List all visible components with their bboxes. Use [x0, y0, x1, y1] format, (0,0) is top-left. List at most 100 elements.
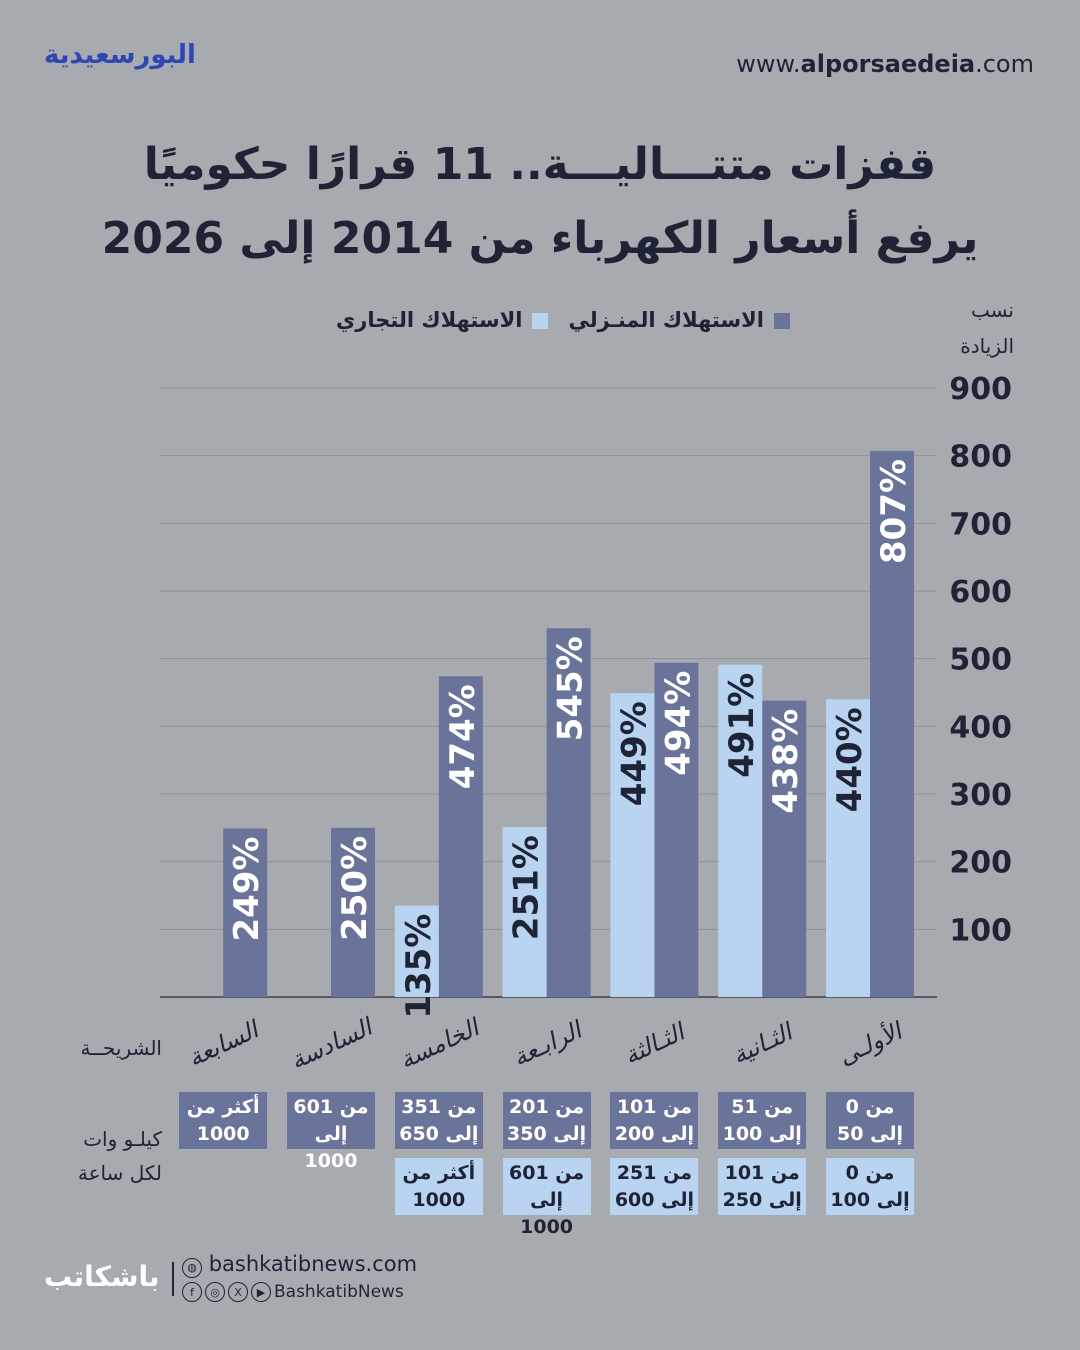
range-text: من 101	[724, 1162, 800, 1184]
range-text: من 101	[616, 1096, 692, 1118]
bar-commercial	[394, 905, 439, 997]
range-text: إلى 1000	[304, 1123, 358, 1172]
range-text: من 0	[845, 1162, 895, 1184]
kwh-label-line1: كيلـو وات	[83, 1127, 162, 1151]
range-text: من 601	[509, 1162, 585, 1184]
y-tick-label: 500	[949, 643, 1012, 678]
y-tick-label: 200	[949, 846, 1012, 881]
y-tick-label: 100	[949, 913, 1012, 948]
range-text: إلى 100	[830, 1189, 910, 1211]
brand-logo: البورسعيدية	[44, 40, 196, 70]
youtube-icon[interactable]: ▶	[251, 1282, 271, 1302]
bar-commercial	[718, 664, 763, 997]
y-axis-label: نسب الزيادة	[960, 298, 1014, 358]
bar-commercial	[610, 693, 655, 997]
range-text: إلى 600	[614, 1189, 694, 1211]
y-tick-label: 800	[949, 440, 1012, 475]
legend-label: الاستهلاك التجاري	[336, 308, 523, 332]
range-text: 1000	[412, 1189, 466, 1211]
site-suffix: .com	[975, 50, 1034, 78]
kwh-row-label: كيلـو وات لكل ساعة	[78, 1122, 162, 1190]
range-text: إلى 100	[722, 1123, 802, 1145]
range-text: من 251	[616, 1162, 692, 1184]
commercial-range-box: من 101 إلى 250	[718, 1158, 807, 1215]
title-line-1: قفزات متتـــاليـــة.. 11 قرارًا حكوميًا	[143, 139, 937, 190]
commercial-range-box: من 0 إلى 100	[826, 1158, 914, 1215]
legend-swatch-household	[774, 313, 790, 329]
y-tick-label: 900	[949, 372, 1012, 407]
bar-household	[223, 828, 268, 997]
y-tick-label: 600	[949, 575, 1012, 610]
bar-household	[870, 450, 914, 997]
footer-handle: BashkatibNews	[274, 1282, 404, 1302]
range-text: إلى 50	[837, 1123, 903, 1145]
data-label: 440%	[830, 707, 870, 812]
range-text: من 51	[731, 1096, 794, 1118]
range-text: أكثر من	[186, 1096, 260, 1118]
range-text: إلى 250	[722, 1189, 802, 1211]
bar-commercial	[826, 699, 870, 997]
bar-household	[331, 827, 375, 997]
site-prefix: www.	[736, 50, 801, 78]
footer-divider	[172, 1262, 174, 1296]
bar-household	[546, 628, 591, 997]
bar-household	[654, 662, 699, 997]
footer-website-text: bashkatibnews.com	[208, 1252, 418, 1276]
x-icon[interactable]: X	[228, 1282, 248, 1302]
household-range-box: أكثر من 1000	[179, 1092, 268, 1149]
footer-logo: باشكاتب	[44, 1260, 160, 1293]
site-name: alporsaedeia	[800, 50, 976, 78]
y-tick-label: 300	[949, 778, 1012, 813]
range-text: إلى 200	[614, 1123, 694, 1145]
data-label: 449%	[614, 701, 654, 806]
kwh-label-line2: لكل ساعة	[77, 1161, 162, 1185]
title-line-2: يرفع أسعار الكهرباء من 2014 إلى 2026	[101, 213, 979, 264]
range-text: من 201	[509, 1096, 585, 1118]
data-label: 807%	[874, 459, 914, 564]
commercial-range-box: أكثر من 1000	[394, 1158, 483, 1215]
bar-household	[438, 676, 483, 997]
data-label: 251%	[507, 835, 547, 940]
legend-commercial: الاستهلاك التجاري	[336, 308, 549, 332]
legend-swatch-commercial	[532, 313, 549, 329]
y-tick-label: 700	[949, 507, 1012, 542]
household-range-box: من 201 إلى 350	[502, 1092, 591, 1149]
data-label: 250%	[335, 836, 375, 941]
legend-label: الاستهلاك المنـزلي	[568, 308, 764, 332]
page-title: قفزات متتـــاليـــة.. 11 قرارًا حكوميًا …	[60, 128, 1020, 276]
data-label: 491%	[722, 673, 762, 778]
household-range-box: من 351 إلى 650	[394, 1092, 483, 1149]
range-text: إلى 1000	[520, 1189, 574, 1238]
range-text: 1000	[196, 1123, 250, 1145]
data-label: 135%	[399, 914, 439, 1019]
range-text: من 601	[293, 1096, 369, 1118]
commercial-range-box: من 601 إلى 1000	[502, 1158, 591, 1238]
range-text: أكثر من	[402, 1162, 476, 1184]
y-tick-label: 400	[949, 710, 1012, 745]
data-label: 494%	[658, 671, 698, 776]
household-range-box: من 601 إلى 1000	[287, 1092, 375, 1172]
bar-commercial	[502, 827, 547, 997]
bar-household	[762, 700, 807, 997]
household-range-box: من 0 إلى 50	[826, 1092, 914, 1149]
footer-website[interactable]: ◍ bashkatibnews.com	[182, 1252, 417, 1278]
range-text: من 0	[845, 1096, 895, 1118]
tier-row-label: الشريحــة	[80, 1036, 162, 1060]
facebook-icon[interactable]: f	[182, 1282, 202, 1302]
data-label: 474%	[443, 684, 483, 789]
range-text: إلى 350	[507, 1123, 587, 1145]
data-label: 545%	[551, 636, 591, 741]
site-url: www.alporsaedeia.com	[736, 50, 1034, 78]
data-label: 438%	[766, 709, 806, 814]
footer-social: f ◎ X ▶ BashkatibNews	[182, 1282, 404, 1302]
globe-icon: ◍	[182, 1257, 202, 1278]
range-text: من 351	[401, 1096, 477, 1118]
legend-household: الاستهلاك المنـزلي	[568, 308, 790, 332]
household-range-box: من 51 إلى 100	[718, 1092, 807, 1149]
legend: الاستهلاك المنـزلي الاستهلاك التجاري	[300, 308, 790, 332]
instagram-icon[interactable]: ◎	[205, 1282, 225, 1302]
data-label: 249%	[227, 837, 267, 942]
household-range-box: من 101 إلى 200	[610, 1092, 699, 1149]
commercial-range-box: من 251 إلى 600	[610, 1158, 699, 1215]
